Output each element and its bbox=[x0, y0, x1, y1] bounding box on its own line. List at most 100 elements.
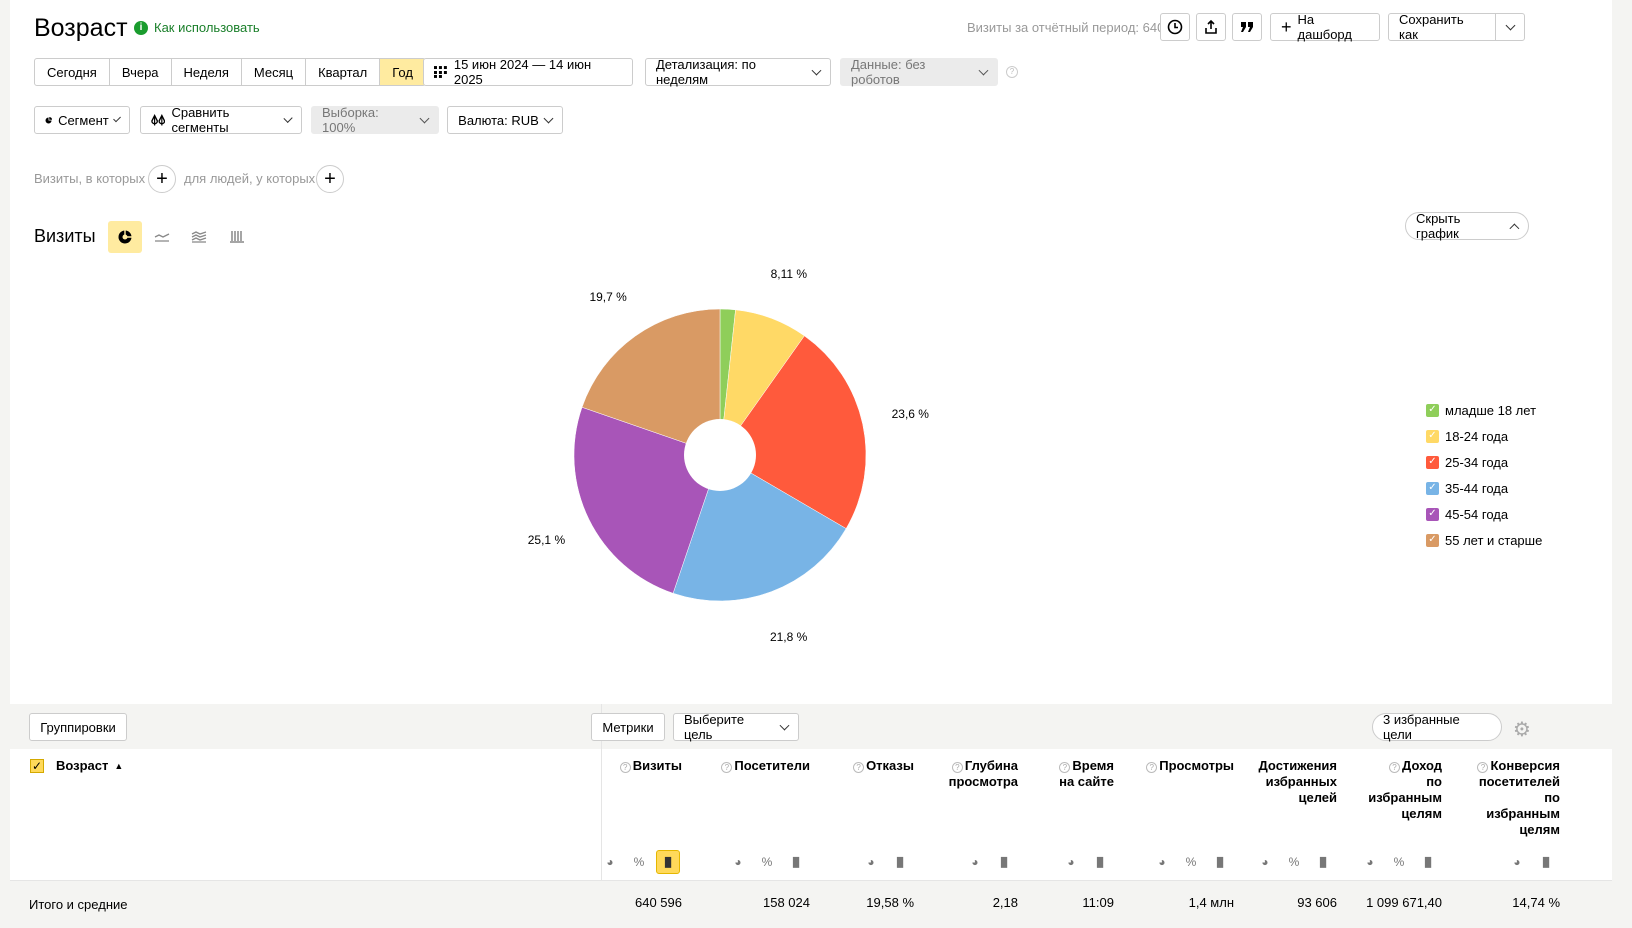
legend-item[interactable]: ✓ 45-54 года bbox=[1426, 501, 1542, 527]
bar-chart-icon[interactable]: ▐▌ bbox=[656, 850, 680, 874]
column-divider bbox=[601, 704, 602, 928]
help-icon[interactable]: ? bbox=[951, 762, 963, 773]
help-icon[interactable]: ? bbox=[619, 762, 631, 773]
line-chart-icon bbox=[154, 233, 170, 242]
percent-icon[interactable]: % bbox=[1185, 855, 1197, 869]
compare-segments-dropdown[interactable]: Сравнить сегменты bbox=[140, 105, 302, 135]
dimension-header[interactable]: ✓ Возраст ▲ bbox=[30, 758, 123, 773]
pie-chart-icon[interactable]: ◕ bbox=[606, 855, 614, 869]
pie-chart-icon[interactable]: ◕ bbox=[971, 855, 979, 869]
help-icon[interactable]: ? bbox=[1146, 762, 1158, 773]
data-mode-dropdown[interactable]: Данные: без роботов bbox=[840, 57, 998, 87]
period-quarter[interactable]: Квартал bbox=[306, 59, 381, 85]
hide-chart-button[interactable]: Скрыть график bbox=[1405, 211, 1529, 241]
total-value: 19,58 % bbox=[866, 895, 914, 910]
save-as-button[interactable]: Сохранить как bbox=[1388, 12, 1496, 42]
how-to-use-link[interactable]: i Как использовать bbox=[134, 20, 260, 35]
pie-chart-icon[interactable]: ◕ bbox=[1158, 855, 1166, 869]
percent-icon[interactable]: % bbox=[1393, 855, 1405, 869]
bar-chart-icon[interactable]: ▐▌ bbox=[1093, 857, 1107, 867]
totals-row bbox=[10, 880, 1612, 928]
bar-chart-icon[interactable]: ▐▌ bbox=[1539, 857, 1553, 867]
legend-item[interactable]: ✓ младше 18 лет bbox=[1426, 397, 1542, 423]
pie-chart-icon[interactable]: ◕ bbox=[734, 855, 742, 869]
checkbox-icon[interactable]: ✓ bbox=[30, 758, 44, 773]
to-dashboard-button[interactable]: + На дашборд bbox=[1270, 12, 1380, 42]
pie-chart-icon[interactable]: ◕ bbox=[1261, 855, 1269, 869]
help-icon[interactable]: ? bbox=[1006, 66, 1018, 78]
detail-dropdown[interactable]: Детализация: по неделям bbox=[645, 57, 831, 87]
help-icon[interactable]: ? bbox=[1389, 762, 1401, 773]
date-range-picker[interactable]: 15 июн 2024 — 14 июн 2025 bbox=[423, 57, 633, 87]
legend-checkbox-icon[interactable]: ✓ bbox=[1426, 429, 1439, 443]
export-button[interactable] bbox=[1196, 13, 1226, 41]
legend-checkbox-icon[interactable]: ✓ bbox=[1426, 533, 1439, 547]
legend-checkbox-icon[interactable]: ✓ bbox=[1426, 507, 1439, 521]
legend-checkbox-icon[interactable]: ✓ bbox=[1426, 455, 1439, 469]
column-header-text: избранным bbox=[1368, 790, 1442, 805]
legend-checkbox-icon[interactable]: ✓ bbox=[1426, 481, 1439, 495]
legend-item[interactable]: ✓ 55 лет и старше bbox=[1426, 527, 1542, 553]
quote-icon bbox=[1241, 22, 1253, 32]
column-header[interactable]: ? Конверсия посетителей по избранным целям bbox=[1477, 758, 1560, 838]
pie-slice[interactable] bbox=[573, 406, 721, 594]
column-header[interactable]: ? Отказы bbox=[853, 758, 914, 774]
percent-icon[interactable]: % bbox=[1288, 855, 1300, 869]
period-month[interactable]: Месяц bbox=[242, 59, 307, 85]
add-people-condition-button[interactable]: + bbox=[316, 165, 344, 193]
sample-dropdown[interactable]: Выборка: 100% bbox=[311, 105, 439, 135]
save-as-menu-button[interactable] bbox=[1495, 13, 1525, 41]
help-icon[interactable]: ? bbox=[721, 762, 733, 773]
column-header[interactable]: ? Визиты bbox=[619, 758, 682, 774]
legend-item[interactable]: ✓ 25-34 года bbox=[1426, 449, 1542, 475]
pie-chart-icon[interactable]: ◕ bbox=[867, 855, 875, 869]
column-header[interactable]: ? Глубина просмотра bbox=[949, 758, 1018, 790]
column-header[interactable]: ? Доход по избранным целям bbox=[1368, 758, 1442, 822]
column-header[interactable]: Достижения избранных целей bbox=[1259, 758, 1337, 806]
legend-checkbox-icon[interactable]: ✓ bbox=[1426, 403, 1439, 417]
help-icon[interactable]: ? bbox=[1059, 762, 1071, 773]
pie-chart-icon[interactable]: ◕ bbox=[1513, 855, 1521, 869]
column-header-text: Достижения bbox=[1258, 758, 1337, 773]
column-header[interactable]: ? Время на сайте bbox=[1059, 758, 1114, 790]
groupings-button[interactable]: Группировки bbox=[29, 713, 127, 741]
pie-slice[interactable] bbox=[581, 308, 721, 456]
period-today[interactable]: Сегодня bbox=[35, 59, 110, 85]
period-year[interactable]: Год bbox=[380, 59, 425, 85]
pie-slice[interactable] bbox=[672, 454, 847, 602]
line-chart-type-button[interactable] bbox=[145, 221, 179, 253]
period-week[interactable]: Неделя bbox=[172, 59, 242, 85]
help-icon[interactable]: ? bbox=[1477, 762, 1489, 773]
legend-item[interactable]: ✓ 18-24 года bbox=[1426, 423, 1542, 449]
segment-dropdown[interactable]: Сегмент bbox=[34, 106, 130, 134]
legend-item[interactable]: ✓ 35-44 года bbox=[1426, 475, 1542, 501]
bar-chart-icon[interactable]: ▐▌ bbox=[997, 857, 1011, 867]
choose-goal-dropdown[interactable]: Выберите цель bbox=[673, 712, 799, 742]
bar-chart-icon[interactable]: ▐▌ bbox=[1213, 857, 1227, 867]
favorite-goals-button[interactable]: 3 избранные цели bbox=[1372, 712, 1502, 742]
area-chart-type-button[interactable] bbox=[182, 221, 216, 253]
pie-chart-icon[interactable]: ◕ bbox=[1067, 855, 1075, 869]
feedback-button[interactable] bbox=[1232, 13, 1262, 41]
settings-gear-icon[interactable]: ⚙ bbox=[1513, 719, 1531, 741]
total-value: 640 596 bbox=[635, 895, 682, 910]
column-header[interactable]: ? Посетители bbox=[721, 758, 810, 774]
currency-dropdown[interactable]: Валюта: RUB bbox=[447, 106, 563, 134]
bar-chart-icon[interactable]: ▐▌ bbox=[893, 857, 907, 867]
bar-chart-type-button[interactable] bbox=[220, 221, 254, 253]
history-button[interactable] bbox=[1160, 13, 1190, 41]
bar-chart-icon[interactable]: ▐▌ bbox=[789, 857, 803, 867]
pie-slice[interactable] bbox=[719, 335, 867, 529]
pie-chart-icon[interactable]: ◕ bbox=[1366, 855, 1374, 869]
add-visit-condition-button[interactable]: + bbox=[148, 165, 176, 193]
percent-icon[interactable]: % bbox=[761, 855, 773, 869]
chevron-down-icon bbox=[419, 113, 430, 123]
metrics-button[interactable]: Метрики bbox=[591, 713, 665, 741]
pie-chart-type-button[interactable] bbox=[108, 221, 142, 253]
percent-icon[interactable]: % bbox=[633, 855, 645, 869]
bar-chart-icon[interactable]: ▐▌ bbox=[1421, 857, 1435, 867]
help-icon[interactable]: ? bbox=[853, 762, 865, 773]
period-yesterday[interactable]: Вчера bbox=[110, 59, 172, 85]
bar-chart-icon[interactable]: ▐▌ bbox=[1316, 857, 1330, 867]
column-header[interactable]: ? Просмотры bbox=[1146, 758, 1234, 774]
